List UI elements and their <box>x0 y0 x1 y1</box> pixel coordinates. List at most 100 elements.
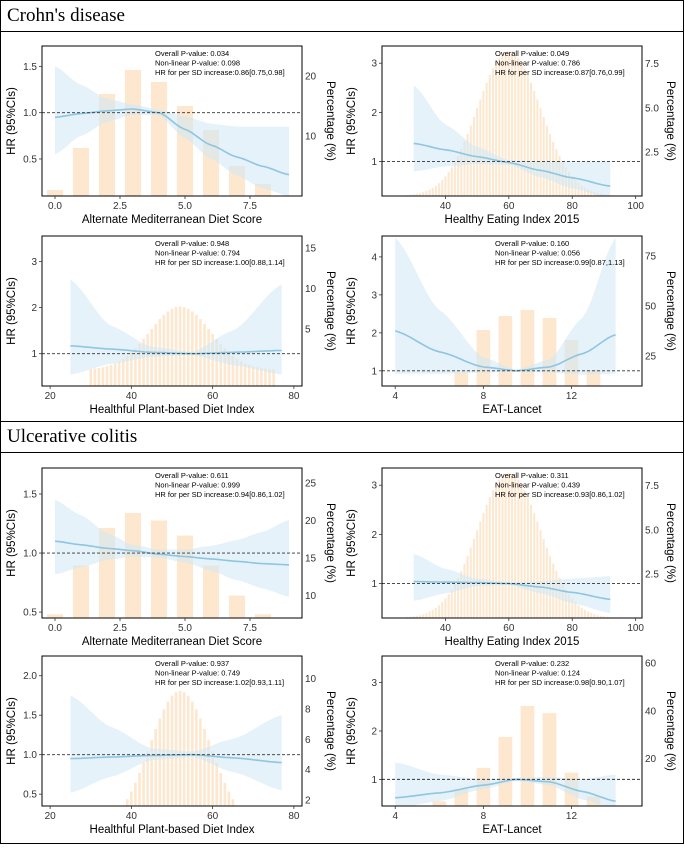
percentage-bar <box>223 783 226 806</box>
y2-tick-label: 7.5 <box>645 59 659 70</box>
percentage-bar <box>47 614 63 618</box>
y-axis-label: HR (95%CIs) <box>6 509 18 577</box>
percentage-bar <box>451 167 453 196</box>
y-tick-label: 3 <box>31 257 37 268</box>
stats-annotation: Non-linear P-value: 0.056 <box>495 249 580 258</box>
percentage-bar <box>432 610 434 618</box>
x-axis-label: Healthful Plant-based Diet Index <box>90 404 255 416</box>
stats-annotation: Overall P-value: 0.311 <box>495 471 569 480</box>
percentage-bar <box>489 497 491 618</box>
percentage-bar <box>150 329 153 386</box>
stats-annotation: Overall P-value: 0.948 <box>155 239 229 248</box>
x-tick-label: 100 <box>627 201 644 212</box>
y2-tick-label: 2.5 <box>645 569 659 580</box>
percentage-bar <box>581 608 583 618</box>
y-axis-label: HR (95%CIs) <box>346 697 358 765</box>
x-tick-label: 80 <box>567 201 579 212</box>
x-tick-label: 12 <box>566 391 578 402</box>
y2-tick-label: 25 <box>645 352 657 363</box>
y-tick-label: 1.5 <box>23 62 37 73</box>
percentage-bar <box>574 602 576 618</box>
x-tick-label: 8 <box>481 811 487 822</box>
x-axis-label: Healthful Plant-based Diet Index <box>90 824 255 836</box>
percentage-bar <box>429 190 431 196</box>
x-tick-label: 40 <box>440 623 452 634</box>
percentage-bar <box>199 719 202 806</box>
percentage-bar <box>521 706 535 806</box>
stats-annotation: Overall P-value: 0.232 <box>495 659 569 668</box>
percentage-bar <box>175 692 178 806</box>
percentage-bar <box>93 369 96 386</box>
percentage-bar <box>530 505 532 618</box>
percentage-bar <box>175 307 178 386</box>
percentage-bar <box>106 366 109 386</box>
stats-annotation: Non-linear P-value: 0.749 <box>155 669 240 678</box>
x-tick-label: 5.0 <box>178 623 192 634</box>
percentage-bar <box>158 719 161 806</box>
y-tick-label: 1 <box>371 157 377 168</box>
percentage-bar <box>435 186 437 196</box>
y2-tick-label: 10 <box>305 132 317 143</box>
percentage-bar <box>125 70 141 196</box>
y2-tick-label: 5.0 <box>645 525 659 536</box>
percentage-bar <box>252 366 255 386</box>
x-tick-label: 8 <box>481 391 487 402</box>
percentage-bar <box>489 75 491 196</box>
percentage-bar <box>255 614 271 618</box>
percentage-bar <box>479 521 481 618</box>
percentage-bar <box>536 521 538 618</box>
percentage-bar <box>492 68 494 196</box>
percentage-bar <box>540 530 542 618</box>
y2-axis-label: Percentage (%) <box>324 503 336 583</box>
percentage-bar <box>146 334 149 386</box>
y-axis-label: HR (95%CIs) <box>6 697 18 765</box>
y-tick-label: 2 <box>371 108 377 119</box>
y-axis-label: HR (95%CIs) <box>346 509 358 577</box>
percentage-bar <box>520 484 522 618</box>
stats-annotation: HR for per SD increase:0.94[0.86,1.02] <box>155 490 285 499</box>
stats-annotation: HR for per SD increase:1.00[0.88,1.14] <box>155 258 285 267</box>
percentage-bar <box>593 614 595 618</box>
percentage-bar <box>533 91 535 196</box>
stats-annotation: Non-linear P-value: 0.794 <box>155 249 240 258</box>
percentage-bar <box>187 696 190 806</box>
y2-tick-label: 20 <box>305 72 317 83</box>
y2-tick-label: 60 <box>645 659 657 670</box>
percentage-bar <box>517 480 519 618</box>
percentage-bar <box>425 191 427 196</box>
percentage-bar <box>215 762 218 806</box>
y2-tick-label: 10 <box>305 284 317 295</box>
y2-axis-label: Percentage (%) <box>664 503 676 583</box>
y-tick-label: 3 <box>371 290 377 301</box>
y-tick-label: 4 <box>371 252 377 263</box>
percentage-bar <box>498 58 500 196</box>
percentage-bar <box>543 539 545 618</box>
y-tick-label: 3 <box>371 481 377 492</box>
y2-tick-label: 6 <box>305 735 311 746</box>
stats-annotation: HR for per SD increase:0.99[0.87,1.13] <box>495 258 625 267</box>
y-tick-label: 0.5 <box>23 790 37 801</box>
y-tick-label: 2 <box>31 303 37 314</box>
confidence-band <box>55 66 289 196</box>
percentage-bar <box>590 613 592 618</box>
percentage-bar <box>130 791 133 806</box>
x-tick-label: 40 <box>440 201 452 212</box>
percentage-bar <box>177 536 193 619</box>
percentage-bar <box>134 783 137 806</box>
percentage-bar <box>219 773 222 806</box>
percentage-bar <box>191 311 194 386</box>
y2-tick-label: 20 <box>305 516 317 527</box>
y-tick-label: 1 <box>371 366 377 377</box>
y2-tick-label: 10 <box>305 674 317 685</box>
percentage-bar <box>498 480 500 618</box>
section-title-crohns: Crohn's disease <box>7 5 125 27</box>
percentage-bar <box>463 564 465 618</box>
y2-tick-label: 2 <box>305 795 311 806</box>
y2-tick-label: 5 <box>305 325 311 336</box>
percentage-bar <box>151 82 167 196</box>
percentage-bar <box>540 108 542 196</box>
y-tick-label: 0.5 <box>23 154 37 165</box>
x-axis-label: EAT-Lancet <box>482 404 542 416</box>
